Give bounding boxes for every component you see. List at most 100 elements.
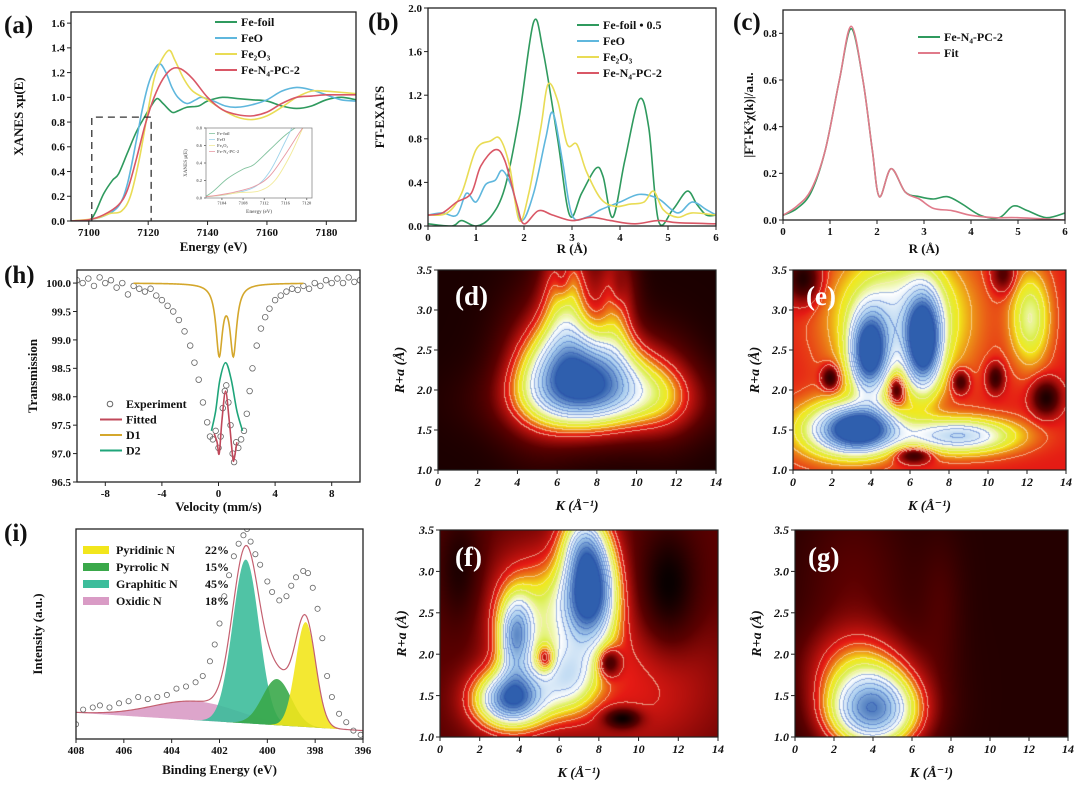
legend-label: FeO [241, 31, 263, 45]
y-axis-title: XANES xμ(E) [11, 77, 26, 156]
panel-label: (h) [4, 262, 35, 289]
x-tick-label: 7160 [256, 227, 279, 239]
component-pyridinic-n [76, 622, 363, 731]
y-tick-label: 2.0 [408, 3, 422, 15]
x-tick-label: 406 [116, 745, 133, 757]
x-tick-label: 14 [1062, 742, 1074, 756]
experiment-point [136, 285, 143, 292]
panel-label: (g) [808, 542, 839, 572]
y-tick-label: 1.0 [772, 463, 787, 477]
panel-a: 7100 7120 7140 7160 7180 0.0 0.2 0.4 0.6 0.8 1.0 1.… [4, 11, 357, 254]
experiment-point [173, 685, 180, 692]
experiment-point [80, 706, 87, 713]
x-tick-label: 7112 [260, 201, 270, 206]
experiment-point [243, 410, 250, 417]
x-tick-label: 10 [982, 475, 994, 489]
x-axis-title: Velocity (mm/s) [175, 499, 262, 514]
y-tick-label: 0.4 [196, 161, 202, 166]
x-tick-label: 0 [216, 488, 222, 500]
series-fe-n-pc-2 [71, 66, 356, 221]
x-tick-label: 6 [909, 742, 915, 756]
experiment-point [124, 291, 132, 298]
x-tick-label: 2 [874, 226, 880, 238]
experiment-point [300, 568, 307, 575]
plot-area [76, 529, 363, 738]
x-tick-label: 0 [780, 226, 786, 238]
panel-d: 0 2 4 6 8 10 12 14 1.0 1.5 2.0 2.5 3.0 3.5 K (Å⁻¹) R+a … [392, 263, 722, 514]
series-fe-n-pc-2 [428, 148, 716, 225]
x-tick-label: 12 [1023, 742, 1035, 756]
experiment-point [328, 279, 335, 287]
plot-frame [437, 269, 717, 471]
experiment-point [309, 584, 316, 591]
y-tick-label: 3.5 [418, 523, 434, 537]
panel-e: 0 2 4 6 8 10 12 14 1.0 1.5 2.0 2.5 3.0 3.5 K (Å⁻¹) R+a … [747, 263, 1072, 514]
y-tick-label: 2.5 [416, 343, 432, 357]
experiment-point [230, 553, 237, 560]
plot-frame [794, 529, 1069, 738]
y-tick-label: 0.0 [51, 216, 65, 228]
experiment-point [154, 694, 161, 701]
x-tick-label: 14 [712, 742, 724, 756]
legend-label: Fe-foil • 0.5 [603, 18, 662, 32]
y-tick-label: 1.4 [51, 43, 65, 55]
experiment-point [96, 702, 103, 709]
x-tick-label: 4 [617, 232, 623, 244]
legend-label: Fit [944, 46, 959, 60]
x-tick-label: 7116 [281, 201, 291, 206]
x-tick-label: 12 [672, 742, 684, 756]
x-tick-label: 398 [307, 745, 324, 757]
experiment-point [240, 427, 248, 435]
inset-chart: 7104 7108 7112 7116 7120 0.0 0.2 0.4 0.6 0.8 Fe-fo… [184, 126, 313, 215]
x-tick-label: 6 [554, 475, 560, 489]
y-tick-label: 0.8 [51, 117, 65, 129]
experiment-point [199, 399, 207, 406]
experiment-point [249, 365, 256, 372]
legend-label: Oxidic N [116, 594, 162, 608]
plot-frame [205, 127, 313, 199]
legend-percent: 45% [205, 577, 229, 591]
x-tick-label: 6 [713, 232, 719, 244]
experiment-point [324, 673, 331, 680]
plot-area [71, 49, 356, 221]
experiment-point [212, 427, 219, 435]
experiment-point [261, 313, 269, 321]
series-fe-o- [428, 82, 716, 223]
experiment-point [116, 700, 123, 707]
series-d2 [210, 361, 244, 432]
y-tick-label: 0.0 [196, 196, 202, 201]
x-tick-label: 7180 [315, 227, 338, 239]
y-tick-label: 1.5 [417, 423, 432, 437]
panel-i: 408 406 404 402 400 398 396 Pyridinic N Pyrrolic… [4, 520, 372, 777]
legend-swatch [83, 580, 109, 588]
y-tick-label: 97.5 [52, 420, 72, 432]
experiment-point [317, 282, 324, 290]
x-tick-label: 10 [984, 742, 996, 756]
experiment-point [237, 436, 245, 443]
y-tick-label: 3.5 [773, 523, 789, 537]
experiment-point [211, 641, 218, 648]
y-tick-label: 1.2 [51, 67, 65, 79]
series-feo [428, 111, 716, 222]
y-tick-label: 1.0 [419, 730, 434, 744]
experiment-point [322, 277, 330, 284]
y-tick-label: 0.2 [51, 191, 65, 203]
x-tick-label: 6 [1062, 226, 1068, 238]
y-tick-label: 0.8 [196, 126, 202, 131]
x-tick-label: 7120 [302, 201, 312, 206]
experiment-point [283, 593, 290, 600]
x-axis-title: K (Å⁻¹) [556, 765, 600, 781]
x-tick-label: 14 [1060, 475, 1072, 489]
panel-g: 0 2 4 6 8 10 12 14 1.0 1.5 2.0 2.5 3.0 3.5 K (Å⁻¹) R+a … [749, 523, 1074, 781]
experiment-point [226, 572, 233, 579]
x-tick-label: 3 [569, 232, 575, 244]
y-tick-label: 1.6 [408, 46, 422, 58]
experiment-point [203, 419, 211, 426]
y-tick-label: 2.0 [418, 647, 434, 661]
experiment-point [311, 279, 318, 287]
inset-x-title: Energy (eV) [246, 210, 272, 215]
y-tick-label: 1.5 [774, 689, 789, 703]
y-tick-label: 0.2 [196, 178, 202, 183]
experiment-point [334, 275, 341, 282]
y-axis-title: R+a (Å) [747, 347, 763, 394]
